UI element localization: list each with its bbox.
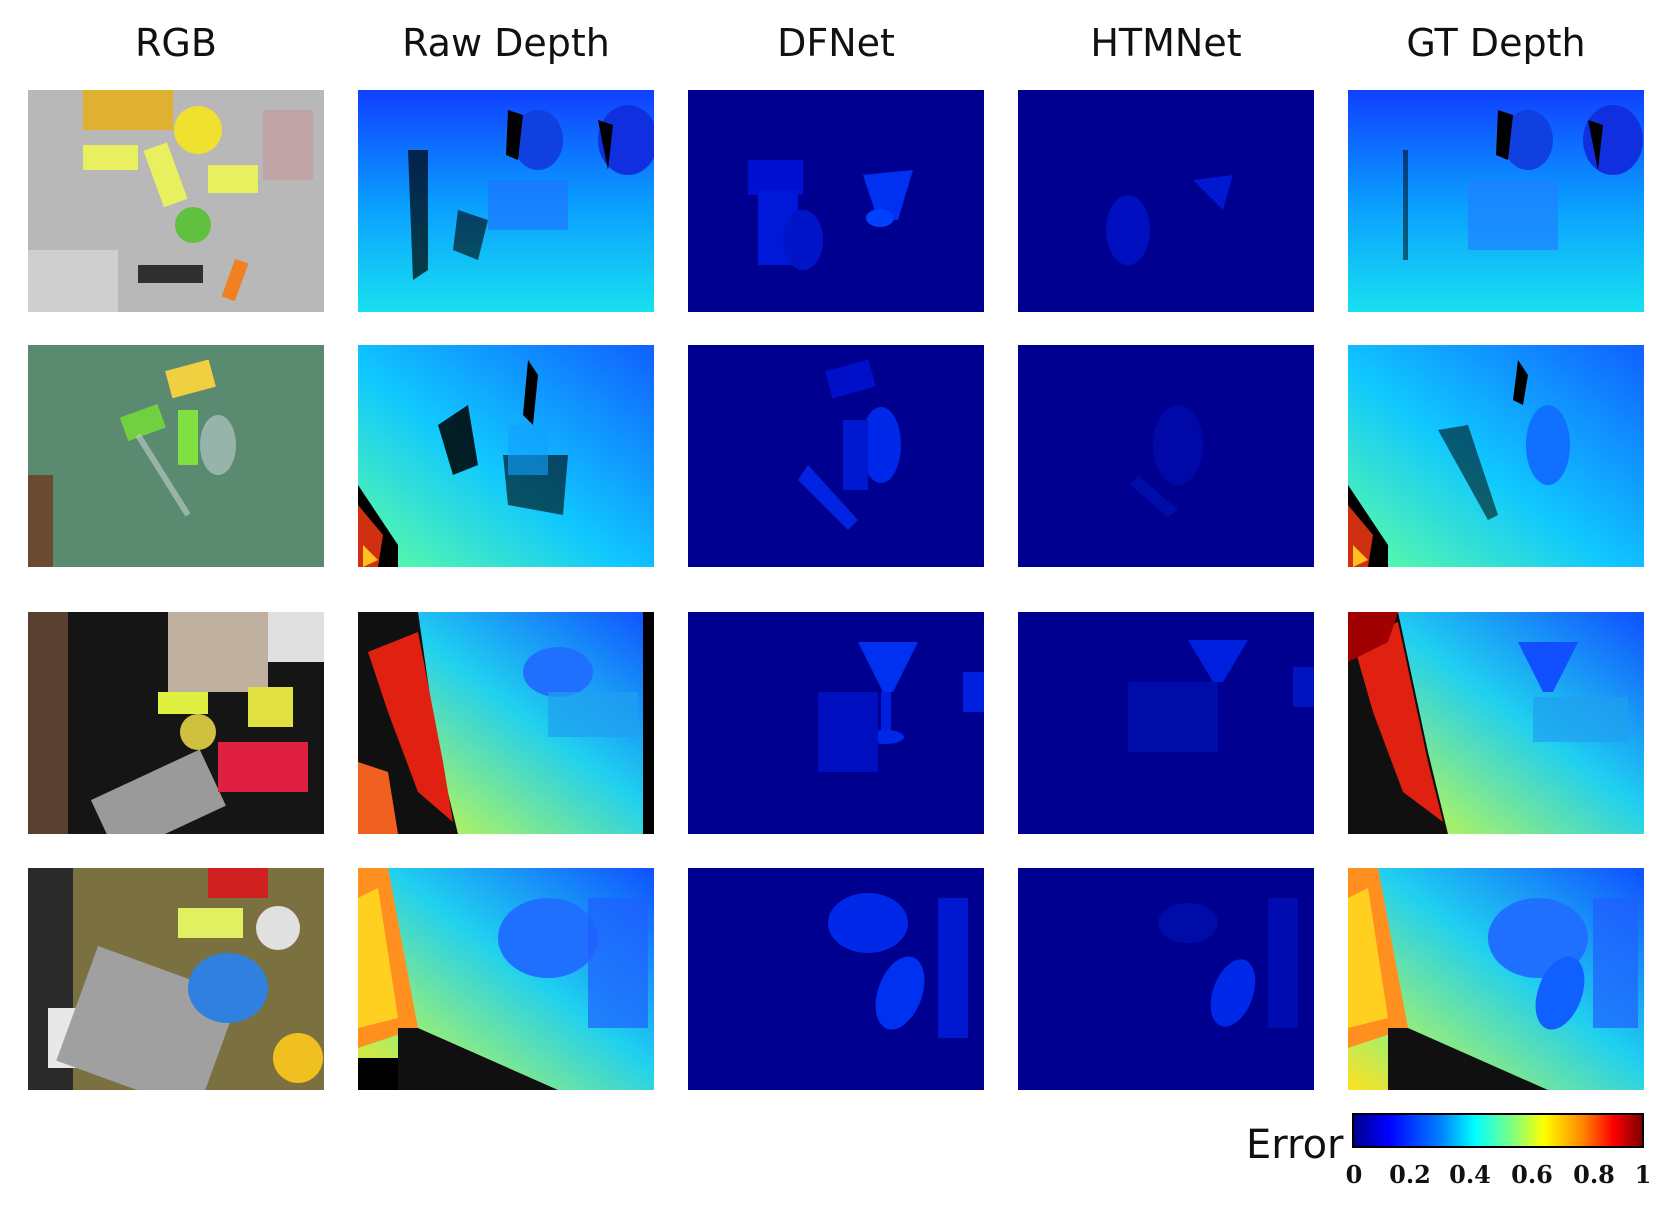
gt-depth-row2	[1348, 345, 1644, 567]
dfnet-error-row4	[688, 868, 984, 1090]
column-header-gt-depth: GT Depth	[1406, 21, 1586, 65]
column-header-dfnet: DFNet	[777, 21, 895, 65]
colorbar-tick: 0.6	[1511, 1160, 1553, 1189]
htmnet-error-row4	[1018, 868, 1314, 1090]
column-header-rgb: RGB	[135, 21, 217, 65]
rgb-image-row2	[28, 345, 324, 567]
htmnet-error-row2	[1018, 345, 1314, 567]
raw-depth-row4	[358, 868, 654, 1090]
raw-depth-row3	[358, 612, 654, 834]
colorbar-tick: 0	[1345, 1160, 1363, 1189]
gt-depth-row1	[1348, 90, 1644, 312]
column-header-raw-depth: Raw Depth	[402, 21, 610, 65]
colorbar-tick: 1	[1634, 1160, 1652, 1189]
column-header-htmnet: HTMNet	[1090, 21, 1242, 65]
htmnet-error-row1	[1018, 90, 1314, 312]
error-colorbar	[1352, 1113, 1644, 1148]
raw-depth-row1	[358, 90, 654, 312]
colorbar-tick: 0.8	[1573, 1160, 1615, 1189]
gt-depth-row4	[1348, 868, 1644, 1090]
dfnet-error-row3	[688, 612, 984, 834]
colorbar-tick: 0.2	[1389, 1160, 1431, 1189]
gt-depth-row3	[1348, 612, 1644, 834]
raw-depth-row2	[358, 345, 654, 567]
rgb-image-row1	[28, 90, 324, 312]
rgb-image-row3	[28, 612, 324, 834]
htmnet-error-row3	[1018, 612, 1314, 834]
dfnet-error-row1	[688, 90, 984, 312]
dfnet-error-row2	[688, 345, 984, 567]
colorbar-label: Error	[1246, 1122, 1344, 1168]
colorbar-tick: 0.4	[1449, 1160, 1491, 1189]
rgb-image-row4	[28, 868, 324, 1090]
